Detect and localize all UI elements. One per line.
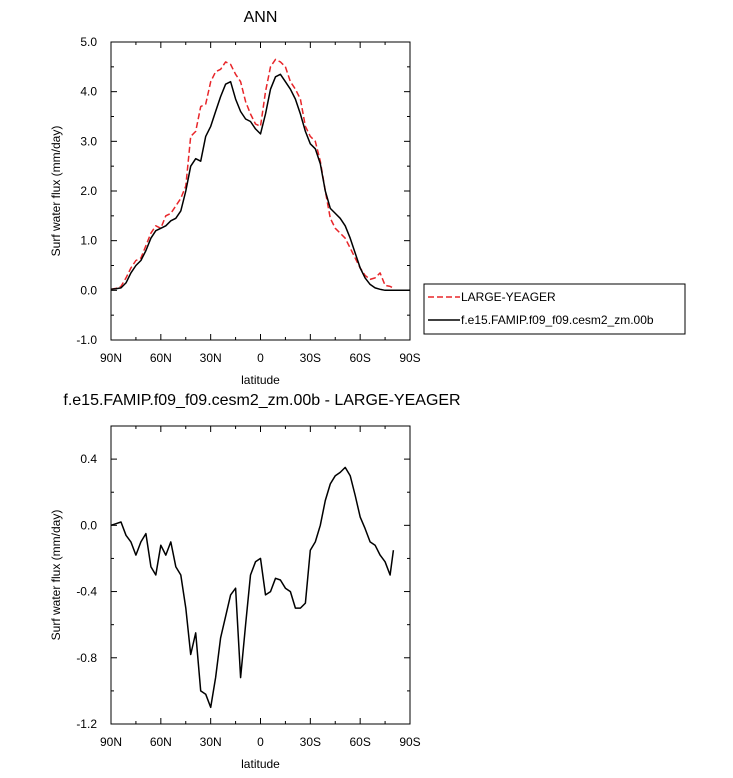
bottom-chart-y-axis-label: Surf water flux (mm/day): [49, 510, 63, 641]
top-chart-plot-frame: [110, 41, 411, 341]
legend-label-large-yeager: LARGE-YEAGER: [461, 290, 556, 304]
x-tick-label: 30S: [300, 735, 321, 749]
x-tick-label: 60N: [150, 351, 172, 365]
legend-label-cesm2: f.e15.FAMIP.f09_f09.cesm2_zm.00b: [461, 313, 654, 327]
x-tick-label: 30N: [200, 735, 222, 749]
x-tick-label: 30S: [300, 351, 321, 365]
bottom-chart-title: f.e15.FAMIP.f09_f09.cesm2_zm.00b - LARGE…: [63, 392, 460, 409]
bottom-chart-ticks: 90N 60N 30N 0 30S 60S 90S 0.4 0.0 -0.4 -0.8 -1.2: [76, 425, 421, 749]
x-tick-label: 90N: [100, 351, 122, 365]
y-tick-label: -1.0: [76, 333, 97, 347]
legend-box: [423, 283, 686, 335]
x-tick-label: 0: [257, 351, 264, 365]
bottom-chart: f.e15.FAMIP.f09_f09.cesm2_zm.00b - LARGE…: [49, 392, 461, 771]
x-tick-label: 90N: [100, 735, 122, 749]
y-tick-label: 0.0: [80, 283, 97, 297]
x-tick-label: 60S: [349, 735, 370, 749]
y-tick-label: -0.8: [76, 651, 97, 665]
series-line-cesm2: [110, 73, 410, 292]
series-line-large-yeager: [110, 58, 394, 291]
top-chart-series: [110, 58, 410, 292]
top-chart-ticks: 90N 60N 30N 0 30S 60S 90S 5.0 4.0 3.0 2.0 1.0 0.0 -1.…: [76, 35, 420, 365]
x-tick-label: 60N: [150, 735, 172, 749]
top-chart-title: ANN: [244, 9, 278, 26]
x-tick-label: 0: [257, 735, 264, 749]
y-tick-label: 1.0: [80, 234, 97, 248]
y-tick-label: 5.0: [80, 35, 97, 49]
y-tick-label: 4.0: [80, 85, 97, 99]
y-tick-label: -1.2: [76, 717, 97, 731]
x-tick-label: 90S: [399, 351, 420, 365]
y-tick-label: 3.0: [80, 134, 97, 148]
y-tick-label: 0.4: [80, 452, 97, 466]
y-tick-label: 0.0: [80, 518, 97, 532]
top-chart-legend: LARGE-YEAGER f.e15.FAMIP.f09_f09.cesm2_z…: [423, 283, 686, 335]
x-tick-label: 30N: [200, 351, 222, 365]
y-tick-label: 2.0: [80, 184, 97, 198]
top-chart-y-axis-label: Surf water flux (mm/day): [49, 126, 63, 257]
x-tick-label: 60S: [349, 351, 370, 365]
bottom-chart-series: [110, 466, 395, 709]
top-chart-x-axis-label: latitude: [241, 373, 280, 387]
x-tick-label: 90S: [399, 735, 420, 749]
bottom-chart-x-axis-label: latitude: [241, 757, 280, 771]
series-line-difference: [110, 466, 395, 709]
y-tick-label: -0.4: [76, 585, 97, 599]
top-chart: ANN 90N 60N 30N 0 30S 60S 90S 5.0 4.0 3.0 2.0 1.0 0.…: [49, 9, 421, 387]
